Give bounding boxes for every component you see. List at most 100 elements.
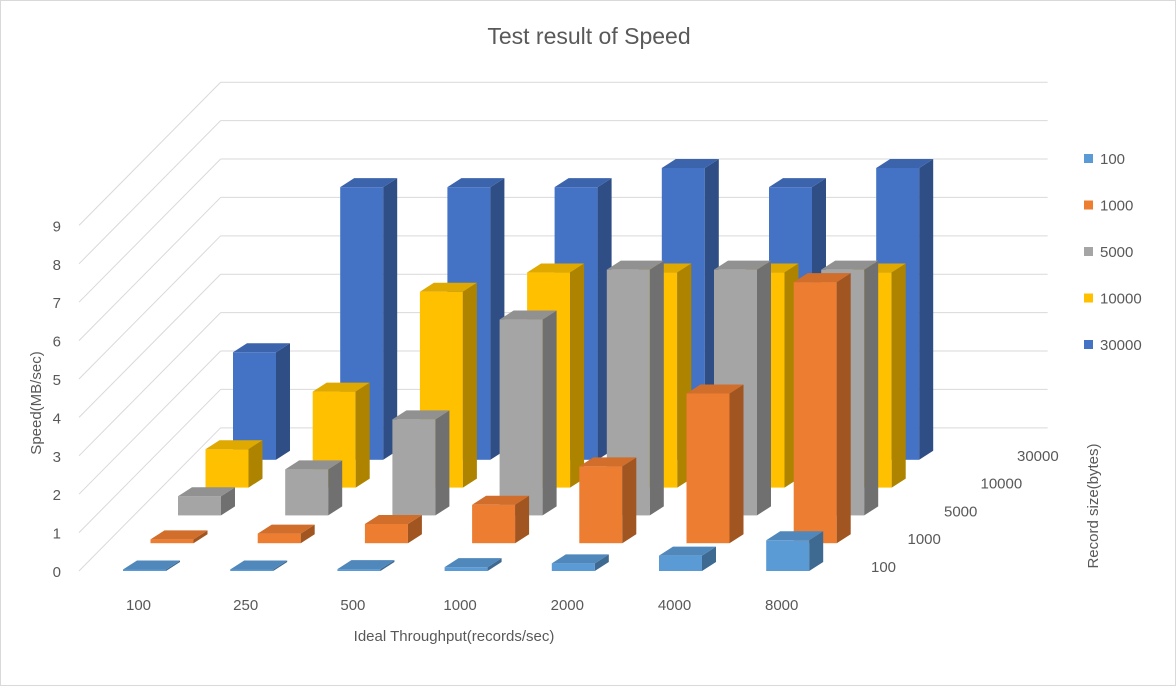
y-tick-label: 5 [53,372,61,389]
bar-side [221,487,235,516]
bar-front [364,524,408,544]
y-tick-label: 1 [53,526,61,543]
bar-side [570,263,585,488]
depth-tick-label: 30000 [1017,448,1059,465]
bar-side [273,560,288,571]
bar-top [499,310,557,320]
legend-label: 10000 [1100,291,1142,308]
bar-top [686,384,744,394]
bar-5000-500 [392,410,450,516]
bar-top [447,178,505,188]
bar-side [300,524,315,544]
y-tick-label: 0 [53,564,61,581]
legend-swatch [1084,293,1093,303]
bar-side [594,554,609,571]
bar-side [193,530,208,544]
bar-top [337,560,395,570]
bar-top [714,260,771,270]
bar-1000-4000 [686,384,744,544]
bar-front [659,555,702,571]
bar-side [355,382,370,488]
gridline-side [78,427,221,572]
y-tick-label: 6 [53,334,61,351]
depth-tick-label: 1000 [908,531,941,548]
bar-front [178,496,221,516]
bar-front [257,533,301,544]
x-tick-label: 8000 [765,597,798,614]
bar-10000-100 [205,440,263,488]
gridline-side [78,158,221,303]
bar-side [435,410,450,516]
depth-tick-label: 100 [871,559,896,576]
bar-front [230,569,274,571]
bar-front [337,569,381,571]
bar-100-2000 [551,554,609,571]
bar-100-250 [230,560,288,571]
bar-top [178,487,235,497]
bar-side [729,384,744,544]
y-tick-label: 3 [53,449,61,466]
bar-100-100 [123,560,180,571]
y-tick-label: 2 [53,487,61,504]
bar-5000-100 [178,487,235,516]
bar-1000-100 [150,530,208,544]
y-tick-label: 4 [53,410,61,427]
bar-5000-250 [285,460,343,516]
series-1000 [150,273,851,544]
bar-front [392,419,436,516]
bar-100-500 [337,560,395,571]
legend-label: 30000 [1100,337,1142,354]
bar-side [622,457,637,544]
bar-side [487,558,502,571]
bar-side [864,260,879,516]
bar-top [364,515,422,524]
bar-front [499,319,543,516]
bar-front [285,469,329,516]
bar-1000-250 [257,524,315,544]
bar-front [579,466,623,544]
bar-side [276,343,290,460]
bar-side [702,546,716,571]
bar-top [392,410,450,420]
bar-1000-1000 [472,495,530,544]
bar-top [312,382,370,392]
bar-side [383,178,398,460]
bar-top [472,495,530,505]
bar-top [419,282,477,292]
bar-top [793,273,851,283]
bar-top [606,260,664,270]
bar-top [527,263,585,273]
gridline-side [78,197,221,341]
bar-side [380,560,395,571]
bar-front [472,504,516,544]
bar-top [205,440,263,450]
gridline-side [78,235,221,380]
bar-front [766,540,810,571]
bar-side [809,531,824,571]
depth-axis-label: Record size(bytes) [1085,443,1102,568]
legend-label: 1000 [1100,198,1133,215]
bar-side [891,263,906,488]
legend: 100 1000 5000 10000 30000 [1084,151,1142,354]
bar-top [285,460,343,470]
bar-top [661,158,719,168]
legend-item-30000: 30000 [1084,337,1142,354]
gridline-side [78,81,221,226]
bar-top [876,158,934,168]
x-tick-label: 4000 [658,597,691,614]
bar-5000-1000 [499,310,557,516]
depth-tick-label: 5000 [944,503,977,520]
legend-swatch [1084,340,1093,349]
bar-top [257,524,315,534]
bar-side [248,440,263,488]
legend-label: 5000 [1100,244,1133,261]
bar-top [444,558,502,568]
bar-front [551,563,595,571]
x-tick-label: 2000 [551,597,584,614]
y-tick-label: 8 [53,257,61,274]
gridline-side [78,389,221,533]
bar-side [836,273,851,544]
bars [123,158,934,571]
bar-1000-2000 [579,457,637,544]
